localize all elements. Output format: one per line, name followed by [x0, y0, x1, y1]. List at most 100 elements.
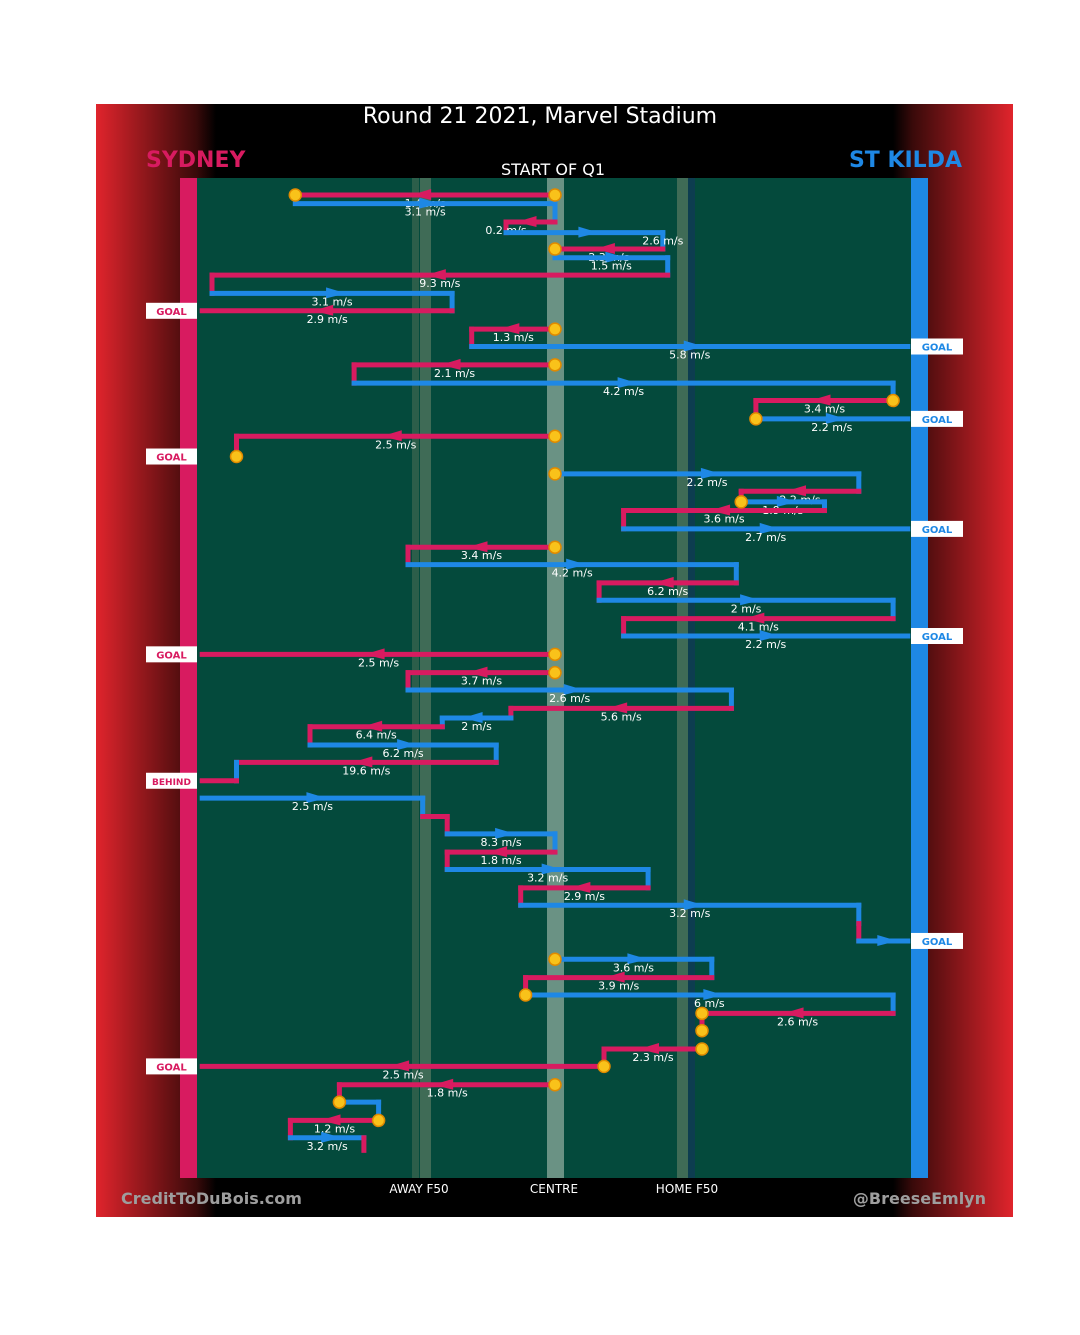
speed-label: 2.9 m/s	[307, 313, 348, 326]
ball-up-marker	[371, 1113, 386, 1128]
direction-arrow	[397, 739, 418, 751]
outcome-badge	[146, 302, 197, 319]
speed-label: 3.9 m/s	[598, 980, 639, 993]
ball-up-marker	[548, 429, 562, 443]
ball-up-marker	[734, 495, 748, 509]
direction-arrow	[786, 485, 806, 497]
outcome-badge	[911, 338, 963, 355]
speed-label: 4.2 m/s	[603, 385, 644, 398]
speed-label: 1.8 m/s	[481, 854, 522, 867]
speed-label: 9.3 m/s	[419, 277, 460, 290]
speed-label: 3.7 m/s	[461, 675, 502, 688]
outcome-label: GOAL	[922, 937, 953, 948]
direction-arrow	[744, 612, 765, 624]
direction-arrow	[594, 243, 615, 255]
speed-label: 2 m/s	[731, 602, 762, 615]
ball-up-marker	[548, 952, 562, 967]
speed-label: 2.6 m/s	[777, 1015, 818, 1028]
speed-label: 2.5 m/s	[375, 438, 416, 451]
tick-label: HOME F50	[656, 1182, 718, 1196]
speed-label: 2.3 m/s	[632, 1051, 673, 1064]
direction-arrow	[605, 251, 626, 263]
speed-label: 2.2 m/s	[811, 421, 852, 434]
direction-arrow	[627, 953, 648, 965]
speed-label: 3.4 m/s	[804, 403, 845, 416]
away-f50-line	[412, 178, 419, 1178]
direction-arrow	[570, 881, 591, 893]
speed-label: 5.8 m/s	[669, 349, 710, 362]
outcome-badge	[146, 1058, 197, 1075]
direction-arrow	[759, 522, 780, 534]
ball-up-marker	[548, 1077, 562, 1092]
direction-arrow	[683, 340, 704, 352]
direction-arrow	[425, 269, 446, 281]
speed-label: 4.1 m/s	[738, 621, 779, 634]
outcome-label: GOAL	[922, 632, 953, 643]
speed-label: 2.2 m/s	[745, 638, 786, 651]
ball-up-marker	[548, 647, 562, 662]
direction-arrow	[467, 541, 488, 553]
speed-label: 3.2 m/s	[527, 872, 568, 885]
direction-arrow	[604, 971, 625, 983]
direction-arrow	[563, 684, 584, 696]
speed-label: 1.8 m/s	[427, 1087, 468, 1100]
direction-arrow	[352, 756, 373, 768]
outcome-badge	[911, 410, 963, 427]
ball-up-marker	[695, 1006, 709, 1021]
home-team-label: ST KILDA	[848, 148, 962, 173]
speed-label: 8.3 m/s	[481, 836, 522, 849]
speed-label: 19.6 m/s	[342, 764, 390, 777]
period-label: START OF Q1	[500, 160, 606, 179]
direction-arrow	[440, 358, 461, 370]
speed-label: 2.1 m/s	[434, 367, 475, 380]
direction-arrow	[381, 430, 402, 442]
direction-arrow	[825, 412, 846, 424]
outcome-label: GOAL	[922, 525, 953, 536]
direction-arrow	[566, 558, 587, 570]
ball-up-marker	[548, 665, 562, 680]
direction-arrow	[320, 1114, 341, 1126]
speed-label: 2 m/s	[461, 720, 492, 733]
tick-label: CENTRE	[530, 1182, 578, 1196]
direction-arrow	[495, 827, 516, 839]
direction-arrow	[703, 988, 724, 1000]
speed-label: 2.9 m/s	[564, 890, 605, 903]
direction-arrow	[877, 934, 898, 946]
speed-label: 4.2 m/s	[552, 567, 593, 580]
direction-arrow	[326, 287, 347, 299]
outcome-label: BEHIND	[152, 778, 191, 788]
direction-arrow	[321, 1131, 342, 1143]
direction-arrow	[499, 323, 520, 335]
direction-arrow	[639, 1043, 659, 1055]
home-goal-line	[911, 178, 928, 1178]
direction-arrow	[306, 792, 327, 804]
outcome-badge	[146, 772, 197, 789]
ball-up-marker	[886, 393, 900, 408]
direction-arrow	[313, 304, 334, 316]
direction-arrow	[362, 720, 383, 732]
speed-label: 2.5 m/s	[292, 800, 333, 813]
credit-left: CreditToDuBois.com	[121, 1189, 302, 1208]
ball-up-marker	[548, 358, 562, 372]
direction-arrow	[541, 863, 562, 875]
speed-label: 6.2 m/s	[647, 585, 688, 598]
outcome-label: GOAL	[156, 307, 187, 318]
direction-arrow	[462, 712, 483, 724]
speed-label: 2.6 m/s	[642, 235, 683, 248]
speed-label: 3.4 m/s	[461, 549, 502, 562]
outcome-badge	[146, 646, 197, 663]
direction-arrow	[467, 666, 488, 678]
speed-label: 1.2 m/s	[314, 1122, 355, 1135]
direction-arrow	[487, 846, 508, 858]
direction-arrow	[710, 504, 731, 516]
speed-label: 3.1 m/s	[405, 206, 446, 219]
outcome-badge	[911, 520, 963, 537]
direction-arrow	[740, 594, 761, 606]
speed-label: 2.7 m/s	[745, 531, 786, 544]
direction-arrow	[683, 899, 704, 911]
outcome-badge	[911, 628, 963, 645]
outcome-label: GOAL	[156, 453, 187, 464]
ball-up-marker	[597, 1059, 611, 1074]
tick-label: AWAY F50	[389, 1182, 448, 1196]
